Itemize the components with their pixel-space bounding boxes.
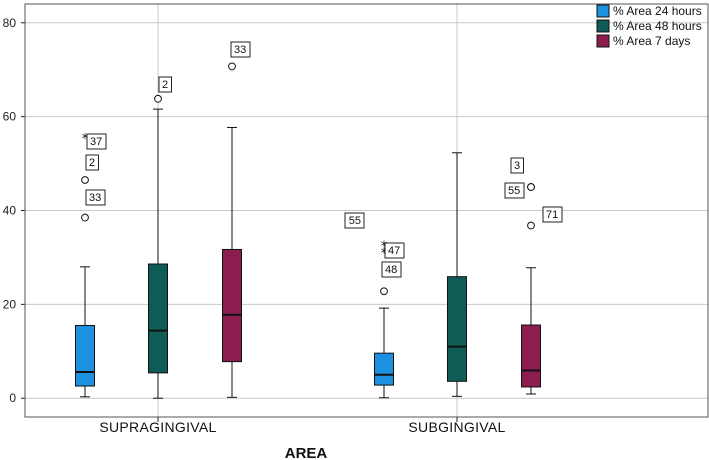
legend-swatch [596, 4, 610, 18]
iqr-box [447, 276, 467, 382]
outlier-label-box [384, 242, 405, 259]
outlier-label-box [504, 182, 525, 199]
outlier-label-box [158, 76, 172, 93]
plot-frame [24, 3, 709, 418]
outlier-label-box [230, 41, 251, 58]
box-plots: *** [75, 62, 541, 399]
outlier-id-label: 55 [349, 215, 361, 227]
y-tick-label: 0 [9, 391, 16, 405]
grid-lines [25, 4, 708, 417]
outlier-star-marker: * [381, 247, 388, 262]
legend-swatch [596, 34, 610, 48]
outlier-label-box [85, 189, 106, 206]
y-tick-label: 40 [3, 204, 17, 218]
outlier-star-marker: * [82, 132, 89, 147]
outlier-label-box [86, 133, 107, 150]
outlier-id-label: 2 [89, 157, 95, 169]
outlier-id-label: 48 [385, 264, 397, 276]
outlier-id-label: 3 [514, 160, 520, 172]
outlier-id-label: 55 [508, 185, 520, 197]
iqr-box [222, 248, 242, 363]
outlier-id-label: 2 [162, 79, 168, 91]
legend-label: % Area 7 days [613, 34, 690, 48]
outlier-label-box [85, 154, 99, 171]
y-tick-label: 60 [3, 110, 17, 124]
outlier-circle [81, 213, 89, 222]
iqr-box [75, 324, 95, 387]
iqr-box [148, 263, 168, 374]
outlier-circle [154, 94, 162, 103]
outlier-label-box [542, 206, 563, 223]
x-axis-title: AREA [285, 445, 328, 460]
outlier-star-marker: * [381, 240, 388, 255]
y-tick-label: 20 [3, 297, 17, 311]
outlier-id-label: 33 [89, 192, 101, 204]
outlier-id-label: 71 [546, 209, 558, 221]
outlier-circle [81, 176, 89, 184]
iqr-box [521, 324, 541, 388]
iqr-box [374, 352, 394, 386]
outlier-label-box [510, 157, 524, 174]
legend-label: % Area 48 hours [613, 19, 702, 33]
outlier-id-label: 47 [388, 245, 400, 257]
outlier-label-box [381, 261, 402, 278]
legend-swatch [596, 19, 610, 33]
outlier-circle [380, 287, 388, 296]
outlier-labels: 33 2 37 48 47 55 2 33 71 55 3 [85, 41, 563, 278]
legend-label: % Area 24 hours [613, 4, 702, 18]
x-category-label: SUBGINGIVAL [408, 419, 505, 435]
outlier-label-box [344, 212, 365, 229]
outlier-id-label: 37 [90, 136, 102, 148]
outlier-circle [228, 62, 236, 71]
outlier-circle [527, 221, 535, 230]
y-tick-label: 80 [3, 16, 17, 30]
outlier-circle [527, 183, 535, 191]
x-category-label: SUPRAGINGIVAL [99, 419, 216, 435]
axes: 0 20 40 60 80 SUPRAGINGIVAL SUBGINGIVAL AREA [3, 3, 709, 460]
outlier-id-label: 33 [234, 44, 246, 56]
legend: % Area 24 hours% Area 48 hours% Area 7 d… [596, 4, 702, 48]
